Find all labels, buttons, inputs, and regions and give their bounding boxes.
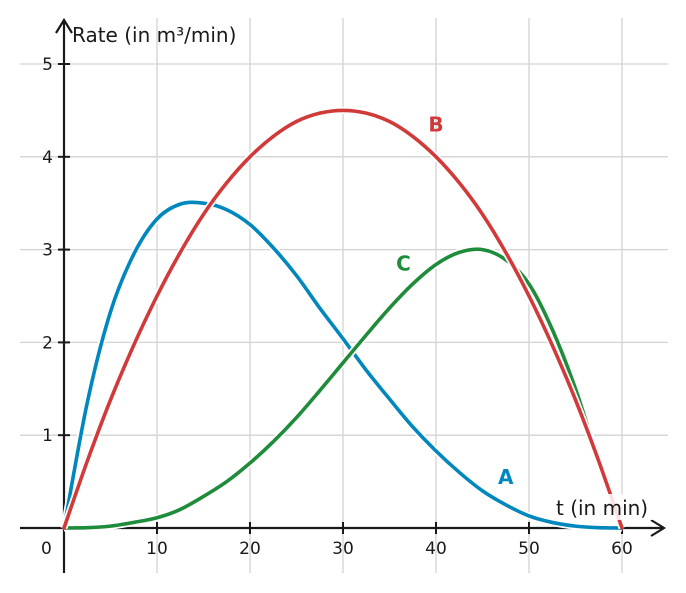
curves xyxy=(60,106,626,532)
series-c-label: C xyxy=(396,252,411,276)
y-tick-label: 1 xyxy=(42,426,53,446)
y-tick-label: 3 xyxy=(42,241,53,261)
x-tick-label: 20 xyxy=(239,539,261,559)
x-tick-label: 60 xyxy=(611,539,633,559)
x-tick-label: 40 xyxy=(425,539,447,559)
y-tick-label: 4 xyxy=(42,148,53,168)
y-tick-label: 5 xyxy=(42,55,53,75)
x-axis-title-backdrop xyxy=(554,494,658,520)
series-a-label: A xyxy=(498,465,514,489)
x-axis-arrow-icon xyxy=(650,519,667,537)
x-tick-label: 50 xyxy=(518,539,540,559)
series-c-line xyxy=(62,247,624,530)
x-tick-label: 10 xyxy=(146,539,168,559)
y-axis-arrow-icon xyxy=(55,17,73,34)
series-labels: A B C xyxy=(396,112,514,489)
x-axis-title: t (in min) xyxy=(556,496,648,520)
x-tick-label: 30 xyxy=(332,539,354,559)
ticks: 10 20 30 40 50 60 1 2 3 4 5 xyxy=(42,55,633,559)
y-axis-title: Rate (in m³/min) xyxy=(72,23,236,47)
origin-label: 0 xyxy=(41,539,52,559)
series-b-label: B xyxy=(428,112,443,136)
series-a-line xyxy=(62,200,624,530)
series-b-line xyxy=(62,108,624,530)
y-tick-label: 2 xyxy=(42,333,53,353)
